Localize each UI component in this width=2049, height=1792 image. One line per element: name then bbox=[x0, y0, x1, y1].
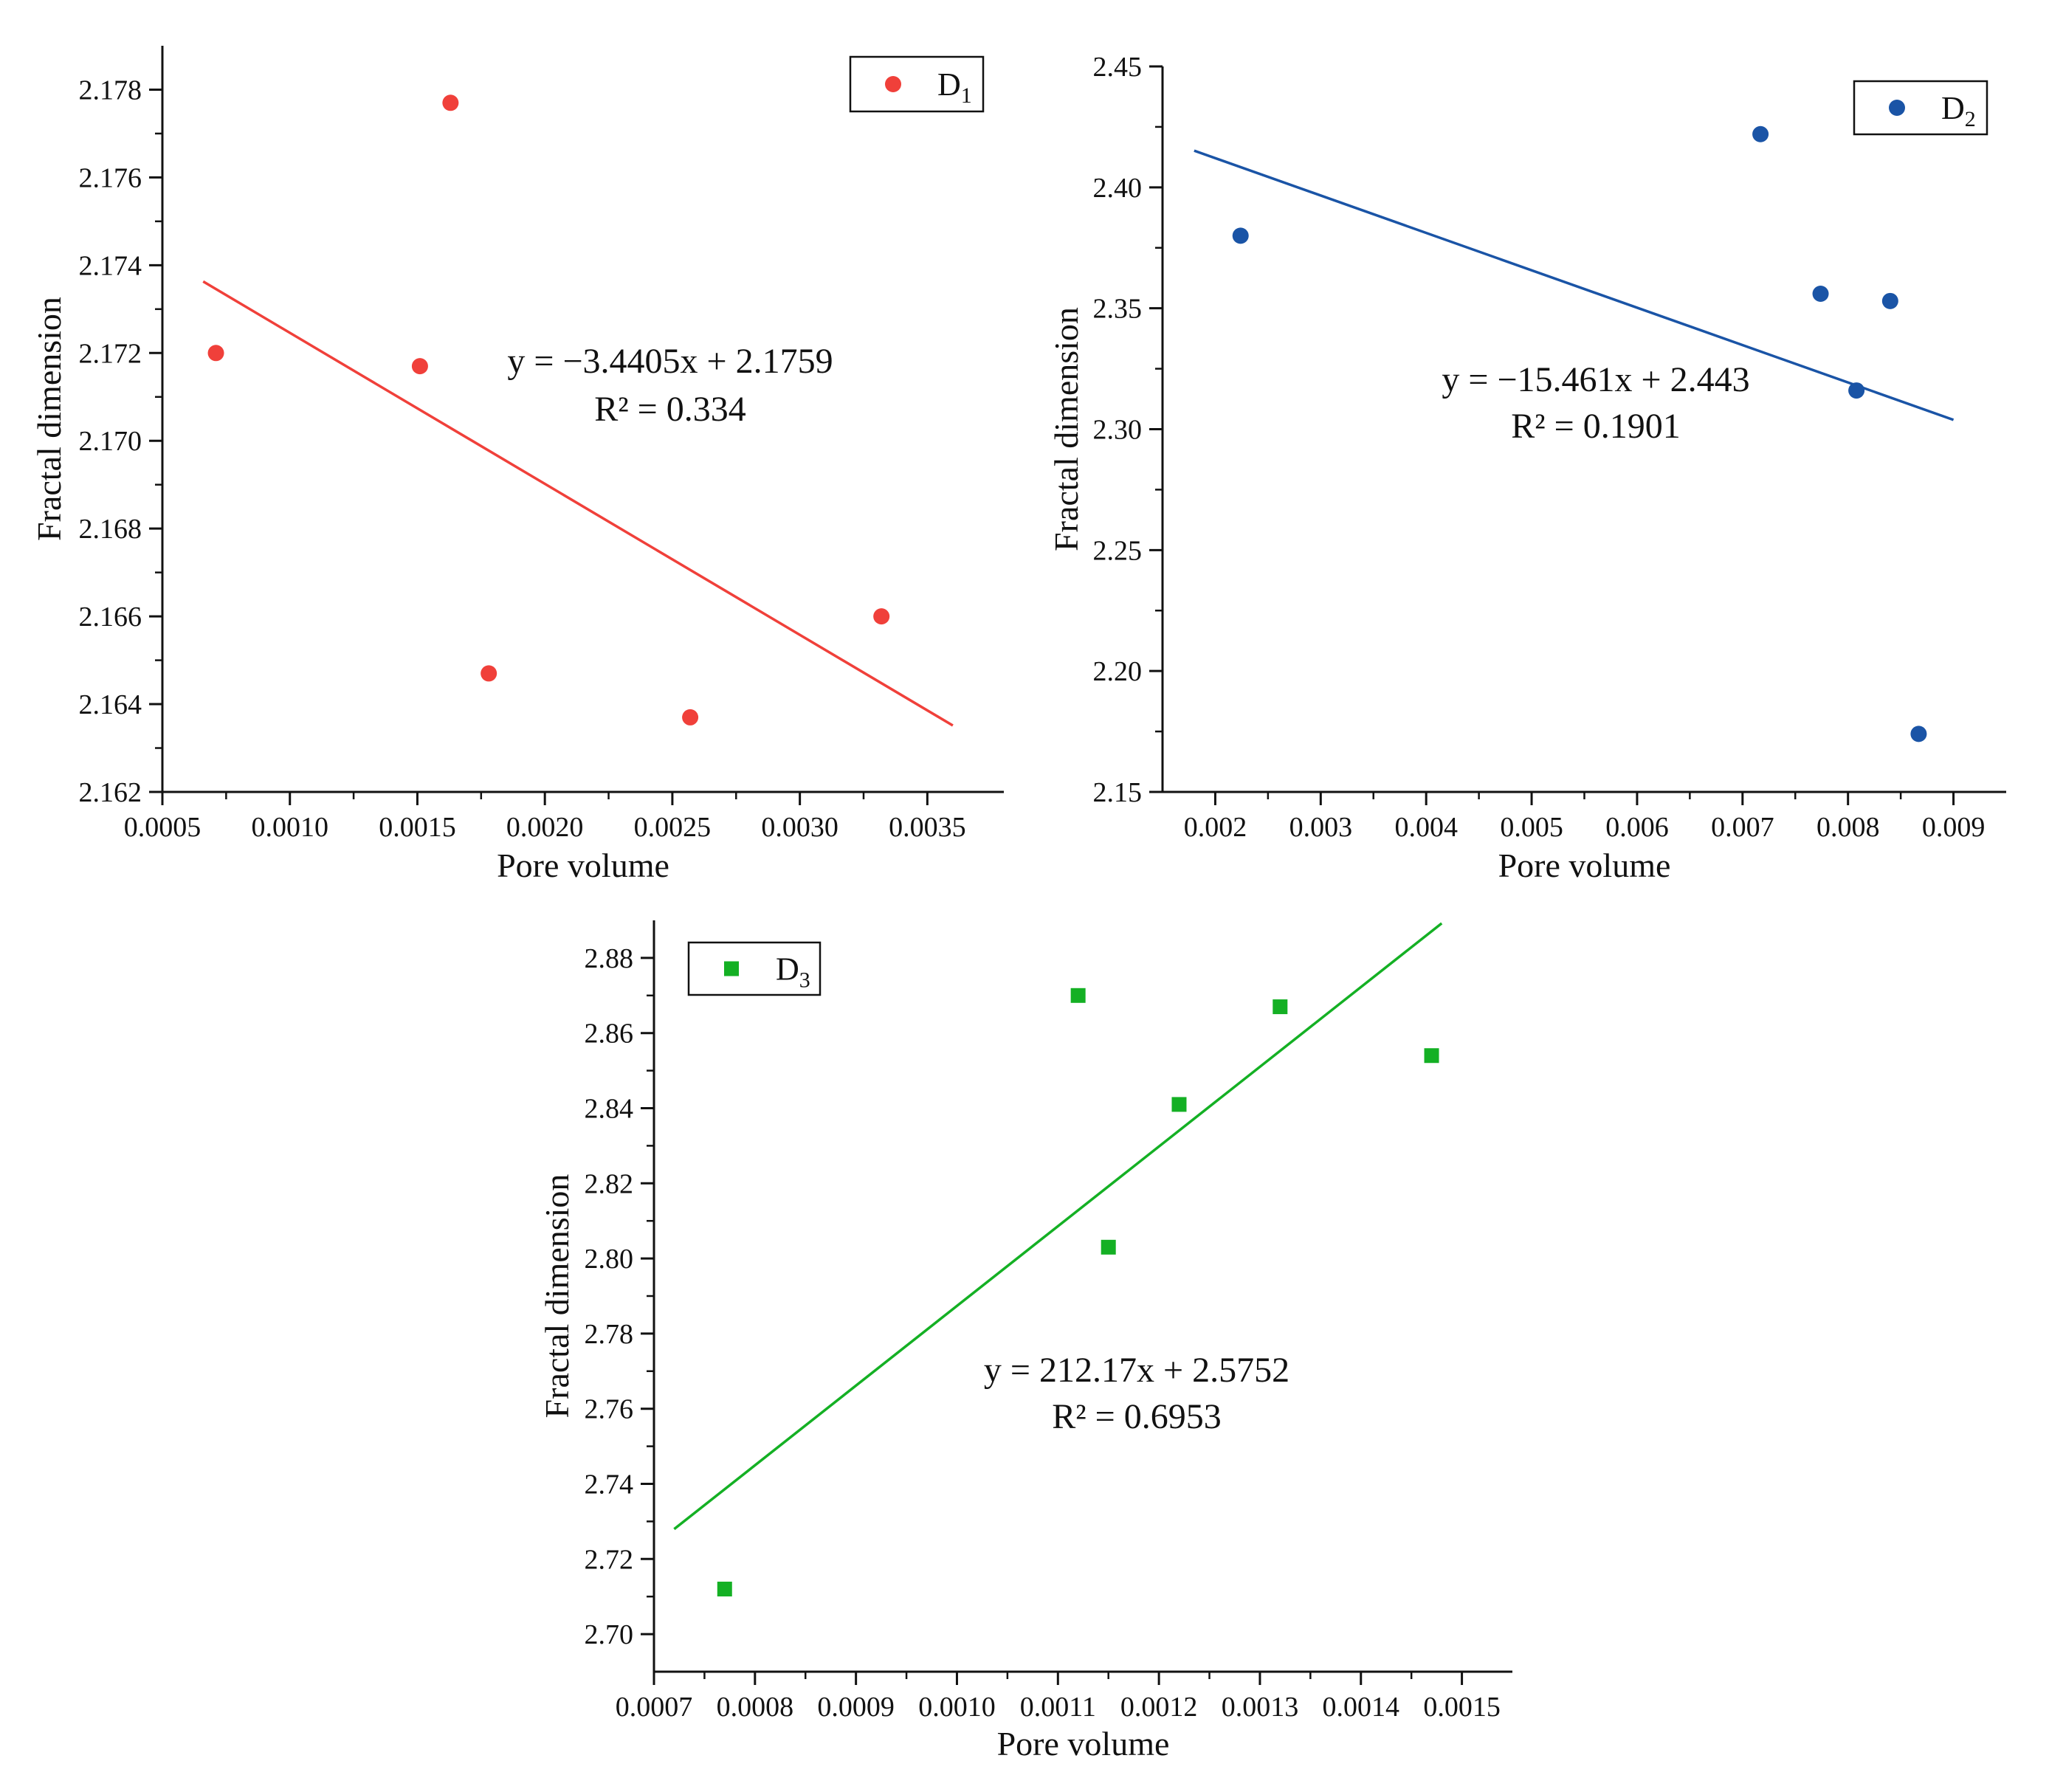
y-tick-label: 2.30 bbox=[1093, 415, 1143, 446]
data-point bbox=[1171, 1097, 1187, 1112]
x-tick-label: 0.0020 bbox=[506, 812, 584, 843]
x-tick-label: 0.009 bbox=[1922, 812, 1986, 843]
r-squared: R² = 0.6953 bbox=[1052, 1397, 1221, 1436]
data-point bbox=[1424, 1048, 1439, 1064]
r-squared: R² = 0.1901 bbox=[1511, 407, 1680, 446]
y-tick-label: 2.86 bbox=[585, 1019, 634, 1050]
x-tick-label: 0.0035 bbox=[889, 812, 966, 843]
x-tick-label: 0.003 bbox=[1289, 812, 1353, 843]
legend-label: D2 bbox=[1941, 90, 1976, 131]
x-tick-label: 0.0010 bbox=[918, 1692, 996, 1723]
y-tick-label: 2.72 bbox=[585, 1544, 634, 1575]
x-tick-label: 0.0030 bbox=[761, 812, 838, 843]
legend-marker bbox=[1889, 100, 1905, 116]
data-point bbox=[1812, 286, 1829, 303]
legend-marker bbox=[885, 76, 901, 92]
y-tick-label: 2.76 bbox=[585, 1394, 634, 1425]
y-axis-title: Fractal dimension bbox=[1047, 307, 1085, 551]
r-squared: R² = 0.334 bbox=[594, 390, 745, 429]
x-tick-label: 0.007 bbox=[1711, 812, 1774, 843]
chart-d3: 0.0007 0.0008 0.0009 0.0010 0.0011 0.0012 0.00… bbox=[538, 920, 1512, 1762]
chart-d1: 0.0005 0.0010 0.0015 0.0020 0.0025 0.0030 0.00… bbox=[30, 46, 1004, 884]
y-tick-label: 2.20 bbox=[1093, 656, 1143, 687]
data-point bbox=[1881, 292, 1898, 309]
x-tick-label: 0.004 bbox=[1394, 812, 1458, 843]
y-tick-label: 2.88 bbox=[585, 943, 634, 974]
legend-label: D3 bbox=[776, 951, 810, 993]
y-tick-label: 2.70 bbox=[585, 1619, 634, 1650]
x-tick-label: 0.008 bbox=[1816, 812, 1880, 843]
y-tick-label: 2.40 bbox=[1093, 173, 1143, 204]
y-tick-label: 2.25 bbox=[1093, 535, 1143, 566]
y-tick-label: 2.174 bbox=[79, 250, 142, 281]
fit-equation: y = −3.4405x + 2.1759 bbox=[507, 342, 833, 381]
y-tick-label: 2.176 bbox=[79, 162, 142, 193]
y-tick-label: 2.74 bbox=[585, 1469, 634, 1500]
x-tick-label: 0.0009 bbox=[817, 1692, 895, 1723]
legend-label: D1 bbox=[937, 66, 972, 108]
x-tick-label: 0.0015 bbox=[379, 812, 456, 843]
x-axis-title: Pore volume bbox=[997, 1725, 1170, 1762]
data-point bbox=[1848, 382, 1865, 399]
x-tick-label: 0.0013 bbox=[1222, 1692, 1299, 1723]
x-tick-label: 0.0025 bbox=[634, 812, 712, 843]
fit-line bbox=[202, 280, 954, 727]
x-tick-label: 0.0011 bbox=[1020, 1692, 1096, 1723]
data-point bbox=[442, 94, 459, 111]
y-tick-label: 2.84 bbox=[585, 1094, 634, 1125]
y-tick-label: 2.170 bbox=[79, 426, 142, 457]
data-point bbox=[1070, 988, 1086, 1003]
legend-box bbox=[1853, 80, 1988, 136]
x-tick-label: 0.0015 bbox=[1423, 1692, 1501, 1723]
data-point bbox=[1101, 1239, 1116, 1255]
data-point bbox=[1752, 125, 1769, 142]
y-tick-label: 2.162 bbox=[79, 777, 142, 808]
x-tick-label: 0.005 bbox=[1500, 812, 1563, 843]
y-tick-label: 2.35 bbox=[1093, 294, 1143, 325]
data-point bbox=[411, 358, 428, 375]
y-tick-label: 2.45 bbox=[1093, 52, 1143, 83]
y-tick-label: 2.82 bbox=[585, 1168, 634, 1199]
chart-d2: 0.002 0.003 0.004 0.005 0.006 0.007 0.008 0.009… bbox=[1047, 52, 2006, 884]
legend-box bbox=[687, 941, 822, 996]
y-tick-label: 2.164 bbox=[79, 689, 142, 720]
data-point bbox=[1232, 227, 1249, 244]
fit-equation: y = −15.461x + 2.443 bbox=[1442, 360, 1749, 399]
x-tick-label: 0.0005 bbox=[124, 812, 202, 843]
y-tick-label: 2.178 bbox=[79, 75, 142, 106]
x-tick-label: 0.002 bbox=[1184, 812, 1247, 843]
y-tick-label: 2.78 bbox=[585, 1319, 634, 1350]
x-axis-title: Pore volume bbox=[1498, 847, 1671, 884]
data-point bbox=[682, 709, 699, 726]
legend: D1 bbox=[849, 55, 985, 113]
data-point bbox=[481, 665, 497, 682]
data-point bbox=[207, 345, 224, 362]
legend-marker bbox=[724, 961, 739, 976]
x-axis-title: Pore volume bbox=[497, 847, 669, 884]
y-tick-label: 2.166 bbox=[79, 602, 142, 633]
x-tick-label: 0.0014 bbox=[1323, 1692, 1400, 1723]
y-tick-label: 2.172 bbox=[79, 338, 142, 369]
fit-equation: y = 212.17x + 2.5752 bbox=[984, 1351, 1289, 1390]
data-point bbox=[717, 1582, 732, 1597]
y-axis-title: Fractal dimension bbox=[30, 297, 68, 541]
data-point bbox=[873, 608, 890, 625]
legend: D3 bbox=[687, 941, 822, 996]
data-point bbox=[1910, 726, 1927, 742]
x-tick-label: 0.0010 bbox=[251, 812, 328, 843]
y-tick-label: 2.15 bbox=[1093, 777, 1143, 808]
x-tick-label: 0.0012 bbox=[1120, 1692, 1198, 1723]
data-point bbox=[1273, 999, 1288, 1015]
x-tick-label: 0.0007 bbox=[616, 1692, 693, 1723]
fit-line bbox=[673, 922, 1443, 1531]
y-axis-title: Fractal dimension bbox=[538, 1174, 576, 1419]
y-tick-label: 2.80 bbox=[585, 1244, 634, 1275]
y-tick-label: 2.168 bbox=[79, 514, 142, 545]
legend-box bbox=[849, 55, 985, 113]
x-tick-label: 0.0008 bbox=[717, 1692, 794, 1723]
x-tick-label: 0.006 bbox=[1605, 812, 1669, 843]
legend: D2 bbox=[1853, 80, 1988, 136]
fit-line bbox=[1194, 149, 1955, 421]
